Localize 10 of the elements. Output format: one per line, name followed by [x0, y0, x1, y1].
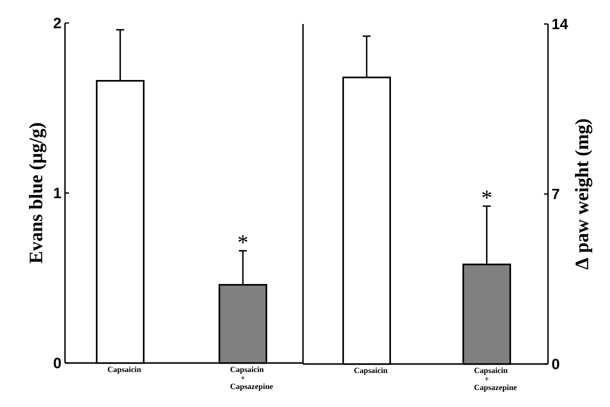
y-tick-label: 7: [552, 188, 560, 200]
y-tick-label: 2: [54, 18, 61, 28]
y-tick-label: 14: [552, 18, 568, 30]
y-tick-label: 1: [54, 188, 62, 198]
y-axis-title: Δ paw weight (mg): [574, 119, 592, 270]
y-tick-label: 0: [54, 358, 61, 368]
annotation: *: [238, 235, 248, 244]
annotation: *: [482, 190, 492, 199]
y-tick-label: 0: [552, 358, 560, 370]
y-axis-title: Evans blue (µg/g): [29, 123, 46, 264]
